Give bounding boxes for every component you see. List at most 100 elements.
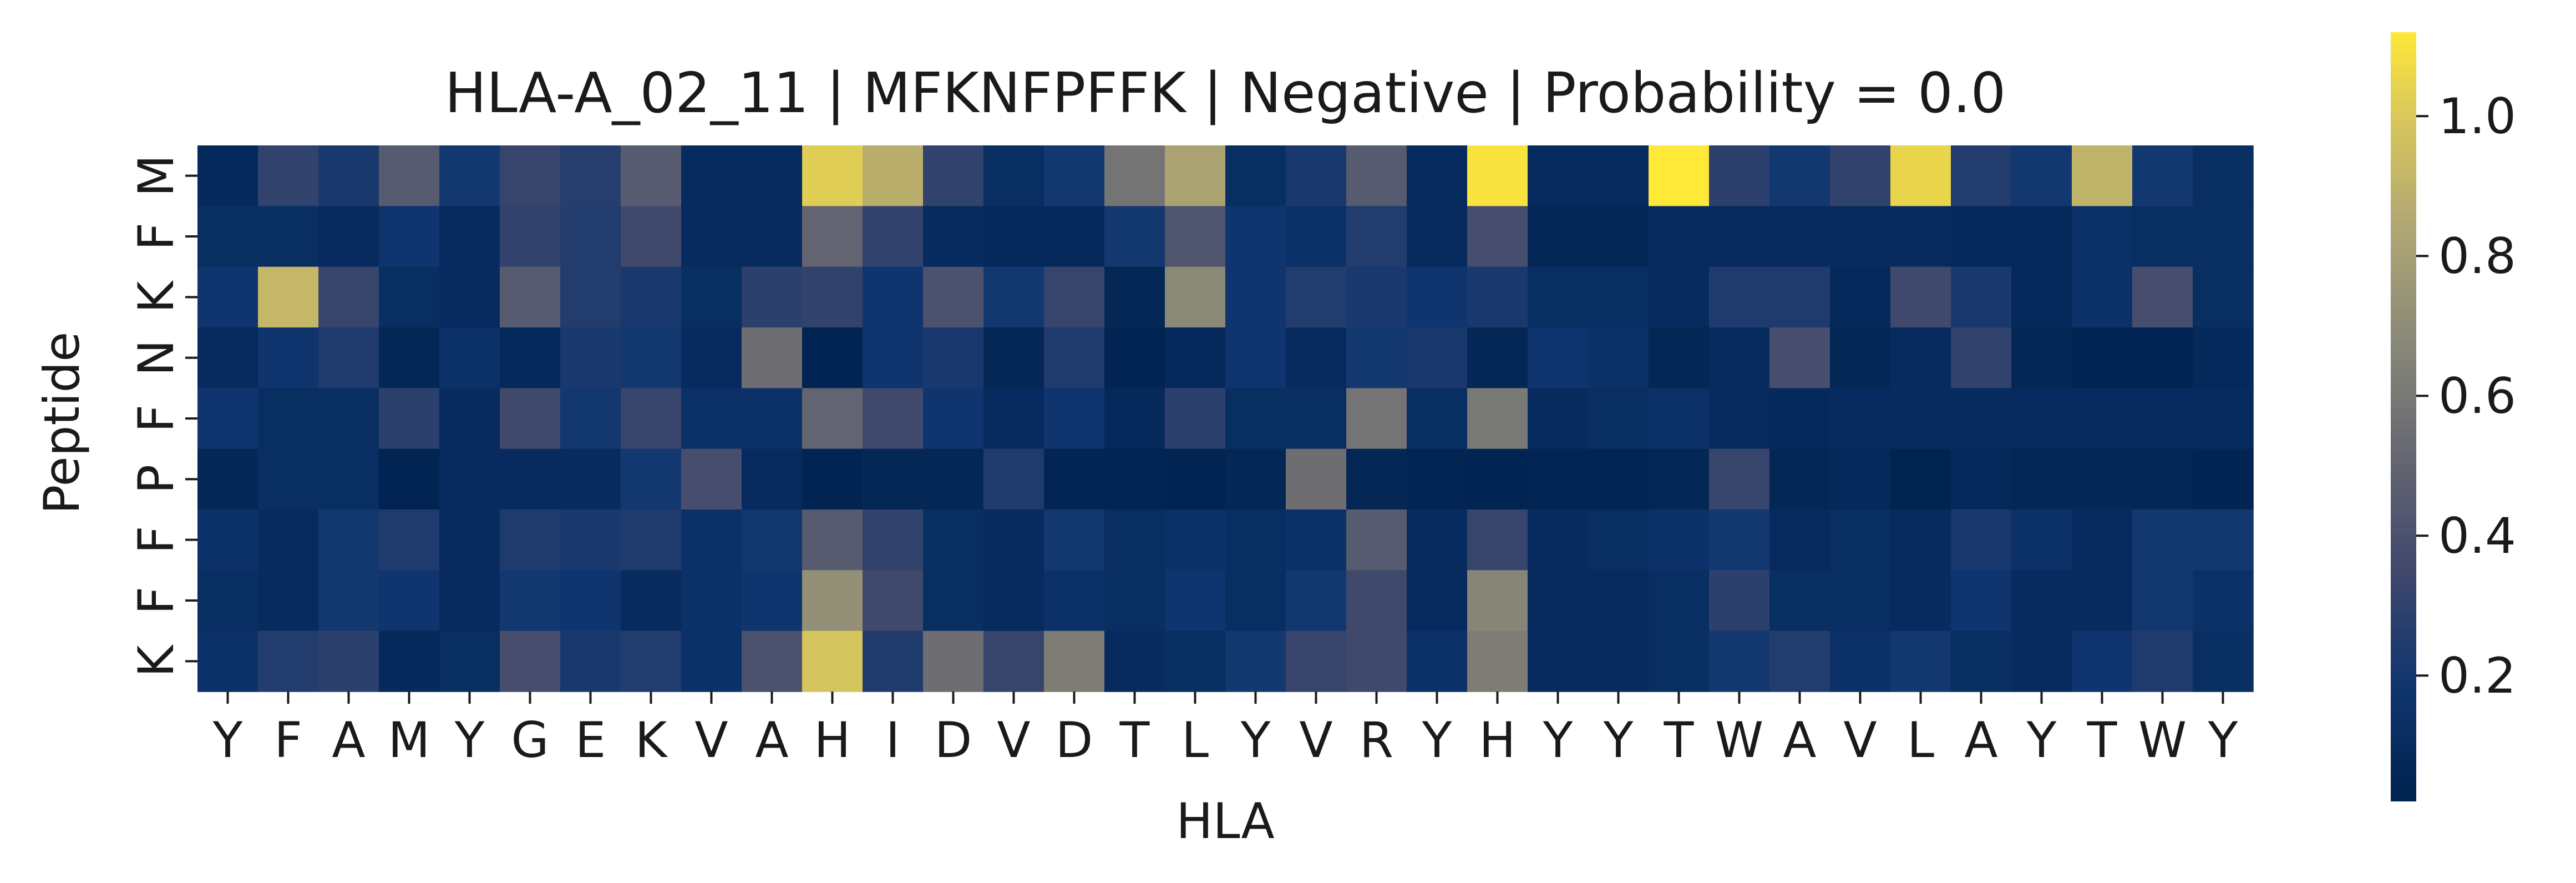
heatmap-cell <box>1467 327 1528 389</box>
colorbar-gradient <box>2391 32 2416 801</box>
heatmap-cell <box>1528 327 1589 389</box>
x-tick-label: V <box>1299 712 1332 769</box>
heatmap-cell <box>379 630 440 692</box>
heatmap-cell <box>863 145 924 207</box>
y-tick-label: F <box>128 587 185 615</box>
heatmap-cell <box>1951 509 2012 571</box>
heatmap-cell <box>318 266 379 328</box>
heatmap-cell <box>258 145 319 207</box>
heatmap-cell <box>1890 145 1951 207</box>
heatmap-cell <box>1044 206 1105 268</box>
heatmap-cell <box>1225 266 1286 328</box>
heatmap-cell <box>379 327 440 389</box>
x-tick-label: Y <box>454 712 485 769</box>
heatmap-cell <box>1951 630 2012 692</box>
heatmap-cell <box>983 448 1044 510</box>
x-tick-label: I <box>886 712 900 769</box>
heatmap-cell <box>560 448 621 510</box>
heatmap-cell <box>197 388 258 450</box>
colorbar-tick-label: 0.2 <box>2438 647 2516 704</box>
heatmap-cell <box>258 206 319 268</box>
heatmap-cell <box>1044 266 1105 328</box>
x-tick-label: L <box>1907 712 1934 769</box>
y-tick-label: K <box>128 280 185 313</box>
heatmap-cell <box>1830 630 1891 692</box>
y-tick-label: P <box>128 465 185 494</box>
heatmap-cell <box>500 327 561 389</box>
heatmap-cell <box>1407 388 1468 450</box>
heatmap-cell <box>1890 388 1951 450</box>
heatmap-cell <box>1588 206 1649 268</box>
heatmap-cell <box>983 266 1044 328</box>
heatmap-cell <box>1709 206 1770 268</box>
heatmap-cell <box>863 630 924 692</box>
heatmap-cell <box>621 509 682 571</box>
heatmap-cell <box>681 630 742 692</box>
heatmap-cell <box>1951 145 2012 207</box>
x-tick-label: W <box>2138 712 2187 769</box>
heatmap-cell <box>1165 448 1226 510</box>
heatmap-cell <box>2011 630 2072 692</box>
heatmap-cell <box>621 145 682 207</box>
x-tick-label: A <box>1783 712 1816 769</box>
heatmap-cell <box>2011 570 2072 632</box>
heatmap-cell <box>1407 630 1468 692</box>
x-tick-label: Y <box>2208 712 2238 769</box>
x-tick-label: A <box>1964 712 1997 769</box>
heatmap-cell <box>1769 327 1830 389</box>
heatmap-cell <box>560 206 621 268</box>
heatmap-cell <box>1890 266 1951 328</box>
heatmap-cell <box>2011 206 2072 268</box>
heatmap-cell <box>318 509 379 571</box>
x-tick-label: Y <box>1240 712 1271 769</box>
heatmap-cell <box>1769 388 1830 450</box>
heatmap-cell <box>681 509 742 571</box>
heatmap-cell <box>742 570 803 632</box>
x-tick-label: D <box>935 712 972 769</box>
heatmap-cell <box>258 266 319 328</box>
heatmap-cell <box>1165 266 1226 328</box>
heatmap-cell <box>1286 509 1347 571</box>
heatmap-cell <box>1649 448 1710 510</box>
heatmap-cell <box>318 448 379 510</box>
heatmap-cell <box>2072 448 2133 510</box>
heatmap-cell <box>197 327 258 389</box>
heatmap-cells <box>197 145 2254 692</box>
heatmap-cell <box>2193 509 2254 571</box>
heatmap-cell <box>802 509 863 571</box>
heatmap-cell <box>500 206 561 268</box>
heatmap-cell <box>802 206 863 268</box>
heatmap-cell <box>742 145 803 207</box>
heatmap-cell <box>500 570 561 632</box>
heatmap-cell <box>1649 630 1710 692</box>
heatmap-cell <box>1286 388 1347 450</box>
heatmap-cell <box>863 206 924 268</box>
heatmap-cell <box>923 206 984 268</box>
heatmap-cell <box>1890 327 1951 389</box>
heatmap-cell <box>1165 145 1226 207</box>
heatmap-cell <box>1951 388 2012 450</box>
x-tick-label: V <box>1843 712 1877 769</box>
heatmap-cell <box>1286 630 1347 692</box>
heatmap-cell <box>923 327 984 389</box>
heatmap-cell <box>1467 206 1528 268</box>
x-tick-label: L <box>1181 712 1209 769</box>
heatmap-cell <box>439 388 500 450</box>
heatmap-cell <box>1769 630 1830 692</box>
heatmap-cell <box>2011 145 2072 207</box>
heatmap-cell <box>197 570 258 632</box>
heatmap-cell <box>560 509 621 571</box>
x-tick-label: Y <box>1543 712 1573 769</box>
x-tick-label: W <box>1715 712 1763 769</box>
heatmap-cell <box>1709 327 1770 389</box>
heatmap-cell <box>1709 388 1770 450</box>
heatmap-cell <box>621 206 682 268</box>
heatmap-cell <box>742 327 803 389</box>
heatmap-cell <box>1588 266 1649 328</box>
heatmap-cell <box>802 570 863 632</box>
heatmap-cell <box>2072 509 2133 571</box>
heatmap-cell <box>863 570 924 632</box>
heatmap-cell <box>1709 509 1770 571</box>
heatmap-cell <box>1286 570 1347 632</box>
heatmap-cell <box>1467 570 1528 632</box>
